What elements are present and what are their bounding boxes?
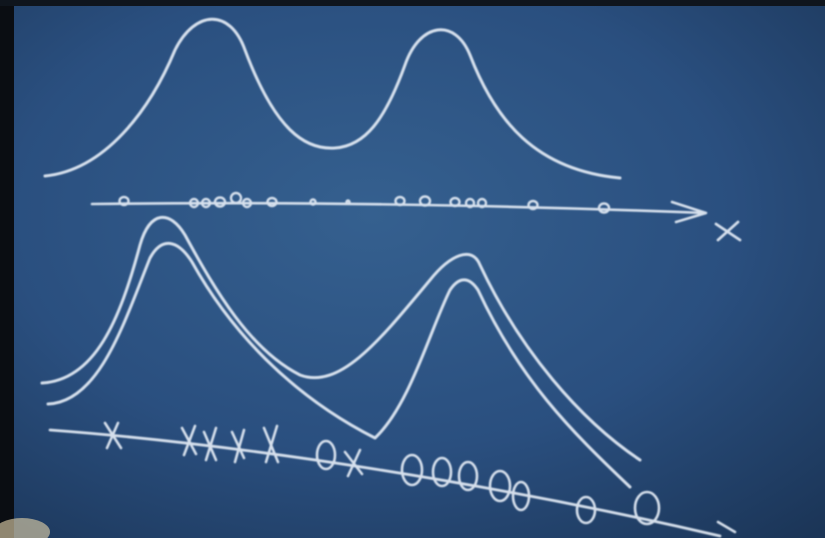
board-frame-left — [0, 0, 14, 538]
bottom-axis-tick — [716, 520, 737, 534]
bottom-curve-outer — [40, 216, 642, 462]
board-frame-top — [0, 0, 825, 6]
top-axis-line — [90, 201, 707, 215]
top-axis-circles — [118, 191, 611, 214]
chalk-smudge — [0, 518, 50, 538]
bottom-axis-x-marks — [103, 421, 364, 478]
top-bimodal-curve — [43, 17, 622, 180]
bottom-axis-circles — [315, 439, 661, 526]
bottom-curve-inner — [46, 241, 632, 489]
top-axis-arrowhead — [670, 200, 708, 224]
bottom-axis-line — [48, 428, 722, 538]
top-axis-x-label — [714, 220, 742, 242]
